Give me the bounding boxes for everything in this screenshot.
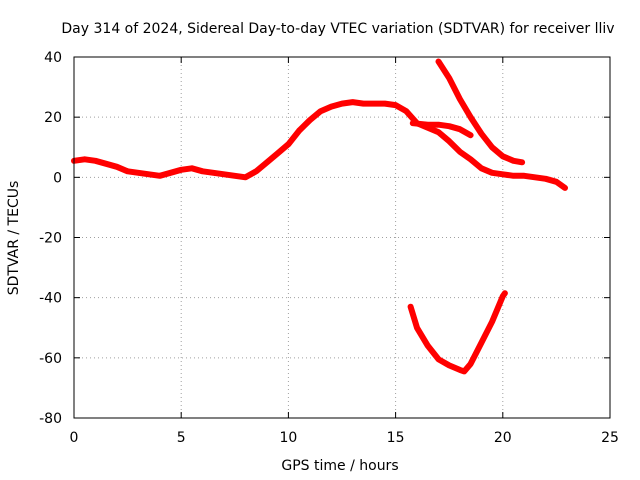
series-descending-arc	[435, 58, 526, 166]
grid-lines	[74, 57, 610, 418]
x-tick-label: 20	[494, 430, 512, 446]
plot-frame	[73, 56, 611, 419]
chart-title: Day 314 of 2024, Sidereal Day-to-day VTE…	[61, 21, 614, 37]
y-tick-label: 0	[53, 170, 62, 186]
series-upper-branch	[409, 120, 474, 139]
data-series-group	[71, 58, 568, 375]
y-tick-label: -20	[39, 231, 62, 247]
x-tick-label: 15	[387, 430, 405, 446]
series-lower-arc	[407, 290, 508, 375]
x-tick-label: 25	[601, 430, 619, 446]
y-tick-label: -40	[39, 291, 62, 307]
x-axis-label: GPS time / hours	[281, 458, 398, 474]
y-axis-label: SDTVAR / TECUs	[6, 181, 22, 296]
y-tick-label: 20	[44, 110, 62, 126]
x-tick-label: 5	[177, 430, 186, 446]
x-tick-label: 10	[279, 430, 297, 446]
series-main-arc	[71, 99, 568, 191]
y-tick-label: -80	[39, 411, 62, 427]
y-tick-label: 40	[44, 50, 62, 66]
x-tick-label: 0	[70, 430, 79, 446]
y-tick-label: -60	[39, 351, 62, 367]
